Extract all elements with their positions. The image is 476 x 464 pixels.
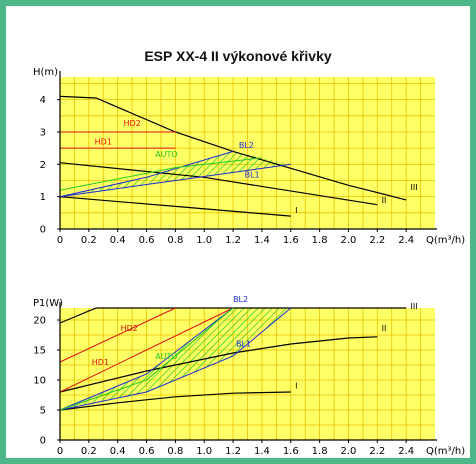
series-line-iii (59, 307, 407, 324)
curve-label-hd2: HD2 (121, 324, 138, 333)
y-tick-label: 20 (33, 316, 46, 327)
x-tick-label: 0.4 (110, 446, 126, 457)
chart-1: 0 0.2 0.4 0.6 0.8 1.0 1.2 1.4 1.6 1.8 2.0 2.2 2.4 0 1 2… (33, 67, 465, 246)
curve-label-bl2: BL2 (239, 141, 254, 150)
x-tick-label: 2.0 (341, 446, 357, 457)
series-line-auto (59, 157, 262, 191)
x-tick-label: 2.4 (398, 446, 414, 457)
series-line-i (59, 391, 291, 411)
curve-label-hd2: HD2 (123, 119, 140, 128)
y-axis-label: H(m) (33, 67, 58, 78)
curve-label-bl1: BL1 (236, 339, 251, 348)
x-tick-label: 0 (57, 446, 63, 457)
x-tick-label: 2.2 (369, 446, 385, 457)
x-axis-label: Q(m³/h) (426, 235, 465, 246)
x-tick-label: 1.6 (283, 446, 299, 457)
series-line-iii (59, 95, 407, 201)
curve-label-hd1: HD1 (92, 358, 109, 367)
y-tick-label: 10 (33, 376, 46, 387)
series-line-ii (59, 336, 378, 393)
x-tick-label: 2.4 (398, 235, 414, 246)
x-tick-label: 1.6 (283, 235, 299, 246)
x-tick-label: 0.6 (139, 235, 155, 246)
x-tick-label: 1.0 (196, 235, 212, 246)
curve-label-i: I (295, 206, 297, 215)
x-tick-label: 0.4 (110, 235, 126, 246)
curve-label-bl1: BL1 (245, 170, 260, 179)
x-tick-label: 0.8 (167, 446, 183, 457)
x-tick-label: 1.8 (312, 446, 328, 457)
curve-label-bl2: BL2 (233, 295, 248, 304)
x-tick-label: 0.2 (81, 235, 97, 246)
y-tick-label: 1 (40, 192, 46, 203)
x-tick-label: 1.4 (254, 446, 270, 457)
series-line-hd1 (59, 307, 234, 393)
curve-label-ii: II (382, 324, 387, 333)
y-tick-label: 2 (40, 160, 46, 171)
y-tick-label: 15 (33, 346, 46, 357)
series-line-hd2 (59, 307, 176, 363)
curve-label-iii: III (410, 183, 417, 192)
curve-label-i: I (295, 381, 297, 390)
x-tick-label: 0.2 (81, 446, 97, 457)
series-line-auto (59, 307, 234, 411)
series-line-bl2 (59, 150, 234, 198)
y-tick-label: 4 (40, 95, 46, 106)
auto-region-hatch (60, 308, 291, 410)
curve-label-ii: II (382, 196, 387, 205)
x-tick-label: 1.4 (254, 235, 270, 246)
chart-2: 0 0.2 0.4 0.6 0.8 1.0 1.2 1.4 1.6 1.8 2.0 2.2 2.4 0 5 1… (33, 295, 465, 457)
x-tick-label: 2.0 (341, 235, 357, 246)
x-axis-label: Q(m³/h) (426, 446, 465, 457)
x-tick-label: 1.0 (196, 446, 212, 457)
x-tick-label: 1.2 (225, 446, 241, 457)
series-line-i (59, 196, 291, 217)
curve-label-auto: AUTO (155, 150, 178, 159)
series-line-bl1 (59, 163, 291, 198)
x-tick-label: 1.8 (312, 235, 328, 246)
y-tick-label: 0 (40, 436, 46, 447)
y-tick-label: 3 (40, 127, 46, 138)
y-axis-label: P1(W) (33, 298, 63, 309)
series-line-ii (59, 162, 378, 206)
x-tick-label: 0.8 (167, 235, 183, 246)
chart-title: ESP XX-4 II výkonové křivky (144, 48, 332, 64)
curve-label-hd1: HD1 (95, 137, 112, 146)
series-line-bl1 (59, 307, 292, 411)
y-tick-label: 5 (40, 406, 46, 417)
curve-label-auto: AUTO (155, 352, 178, 361)
y-tick-label: 0 (40, 225, 46, 236)
x-tick-label: 1.2 (225, 235, 241, 246)
x-tick-label: 0.6 (139, 446, 155, 457)
x-tick-label: 2.2 (369, 235, 385, 246)
curve-label-iii: III (410, 302, 417, 311)
series-line-bl2 (59, 307, 234, 411)
x-tick-label: 0 (57, 235, 63, 246)
